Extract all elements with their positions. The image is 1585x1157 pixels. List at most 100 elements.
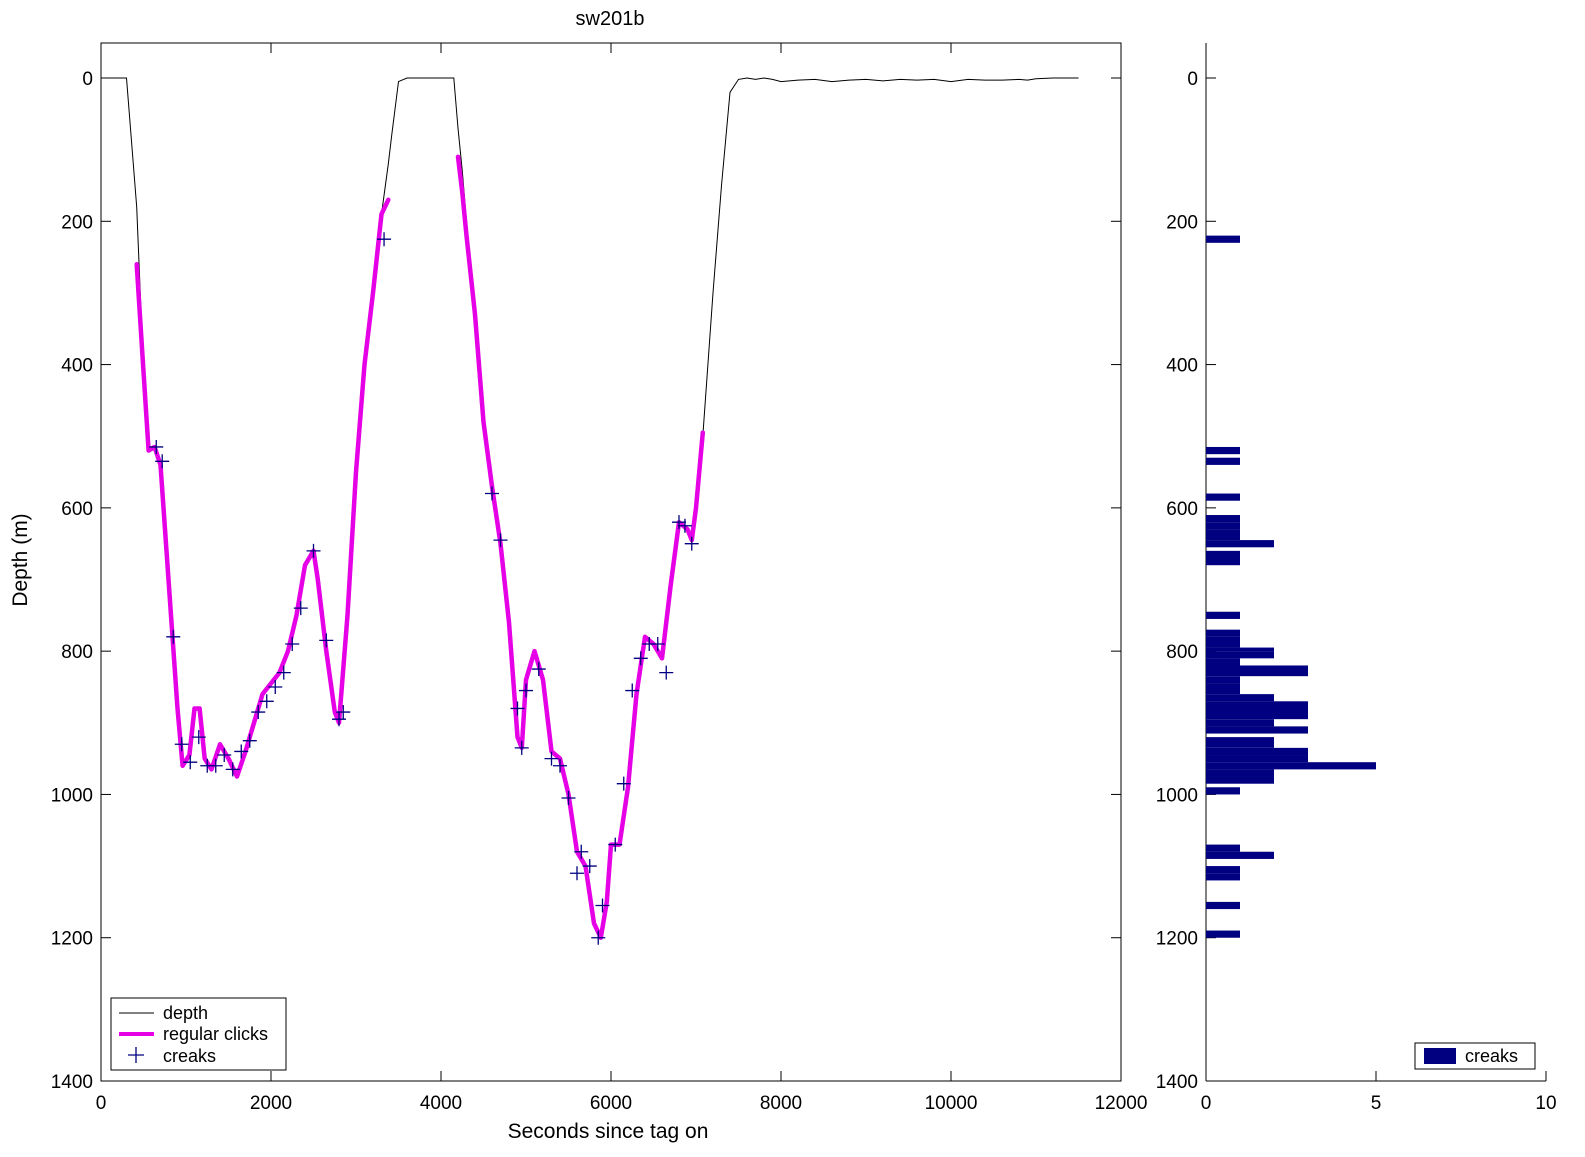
hist-bar [1206, 873, 1240, 881]
y-tick-label: 1400 [51, 1072, 93, 1093]
hist-y-tick-label: 1000 [1156, 785, 1198, 806]
y-tick-label: 400 [61, 356, 93, 377]
creak-marker [268, 679, 283, 694]
hist-x-tick-label: 0 [1201, 1093, 1212, 1114]
creak-marker [336, 705, 351, 720]
creak-marker [183, 755, 198, 770]
hist-y-tick-label: 1400 [1156, 1072, 1198, 1093]
hist-bar [1206, 629, 1240, 637]
x-tick-label: 8000 [760, 1093, 802, 1114]
y-axis-label: Depth (m) [9, 513, 32, 606]
main-plot-series [101, 77, 1079, 945]
hist-bar [1206, 719, 1274, 727]
hist-bar [1206, 851, 1274, 859]
hist-y-tick-label: 200 [1166, 212, 1198, 233]
creak-marker [285, 636, 300, 651]
creak-marker [595, 898, 610, 913]
hist-bar [1206, 694, 1274, 702]
legend-creaks-swatch [128, 1047, 144, 1063]
hist-y-tick-label: 1200 [1156, 929, 1198, 950]
hist-bar [1206, 901, 1240, 910]
main-axis-ticks: 0 2000 4000 6000 8000 10000 12000 0 200 400 600 800… [51, 43, 1148, 1114]
hist-legend-label: creaks [1465, 1046, 1518, 1066]
creak-marker [377, 232, 392, 247]
hist-legend: creaks [1414, 1042, 1536, 1070]
hist-bar [1206, 515, 1240, 523]
hist-bar [1206, 658, 1240, 666]
y-tick-label: 1200 [51, 929, 93, 950]
y-tick-label: 800 [61, 642, 93, 663]
hist-bar [1206, 708, 1308, 720]
creak-marker [570, 866, 584, 881]
hist-bar [1206, 787, 1240, 795]
hist-bar [1206, 636, 1240, 648]
creak-marker [208, 758, 223, 773]
hist-legend-swatch [1424, 1048, 1456, 1064]
x-axis-label: Seconds since tag on [508, 1120, 709, 1143]
creak-marker [582, 859, 597, 874]
hist-bar [1206, 651, 1274, 659]
creak-marker [319, 633, 334, 648]
creak-marker [574, 844, 589, 859]
x-tick-label: 12000 [1095, 1093, 1148, 1114]
plot-area [100, 42, 1122, 1082]
creak-marker [625, 683, 640, 698]
hist-bar [1206, 844, 1240, 852]
creak-marker [510, 701, 525, 716]
creak-marker [493, 533, 508, 548]
hist-bar [1206, 235, 1240, 243]
hist-y-tick-label: 800 [1166, 642, 1198, 663]
hist-x-tick-label: 10 [1535, 1093, 1556, 1114]
hist-bar [1206, 550, 1240, 559]
hist-bar [1206, 529, 1240, 541]
creak-marker [217, 748, 232, 763]
y-tick-label: 600 [61, 499, 93, 520]
creak-marker [591, 930, 606, 945]
creak-marker [633, 651, 648, 666]
hist-bar [1206, 737, 1274, 748]
creak-marker [531, 662, 546, 677]
main-legend: depth regular clicks creaks [110, 997, 287, 1071]
hist-bar [1206, 776, 1274, 784]
creak-marker [276, 665, 291, 680]
creak-marker [544, 751, 559, 766]
creak-marker [672, 515, 686, 530]
chart-title: sw201b [576, 8, 645, 30]
regular-clicks-line [134, 154, 706, 940]
x-tick-label: 6000 [590, 1093, 632, 1114]
legend-clicks-label: regular clicks [163, 1024, 268, 1044]
hist-bar [1206, 522, 1240, 530]
depth-chart: sw201b 0 2000 4000 6000 8000 10000 12000 0 200 40… [9, 8, 1147, 1143]
y-tick-label: 0 [82, 69, 93, 90]
creak-marker [616, 776, 631, 791]
hist-bar [1206, 647, 1274, 652]
creak-marker [332, 712, 346, 727]
hist-x-tick-label: 5 [1371, 1093, 1382, 1114]
creak-marker [251, 705, 266, 720]
hist-bar [1206, 683, 1240, 695]
creak-marker [174, 737, 189, 752]
x-tick-label: 10000 [925, 1093, 978, 1114]
y-tick-label: 200 [61, 212, 93, 233]
creak-marker [166, 629, 181, 644]
hist-bar [1206, 866, 1240, 874]
legend-depth-label: depth [163, 1003, 208, 1023]
hist-bar [1206, 540, 1274, 548]
hist-bar [1206, 611, 1240, 619]
creak-marker [242, 733, 257, 748]
hist-bar [1206, 665, 1308, 677]
creak-marker [225, 762, 240, 777]
x-tick-label: 4000 [420, 1093, 462, 1114]
hist-bar [1206, 446, 1240, 455]
creak-marker [191, 730, 206, 745]
creak-marker [519, 683, 533, 698]
hist-y-tick-label: 0 [1187, 69, 1198, 90]
hist-bar [1206, 930, 1240, 938]
hist-bar [1206, 701, 1308, 709]
hist-bars [1206, 235, 1376, 938]
creak-marker [677, 518, 692, 533]
creak-marker [259, 694, 274, 709]
creak-marker [155, 454, 170, 469]
